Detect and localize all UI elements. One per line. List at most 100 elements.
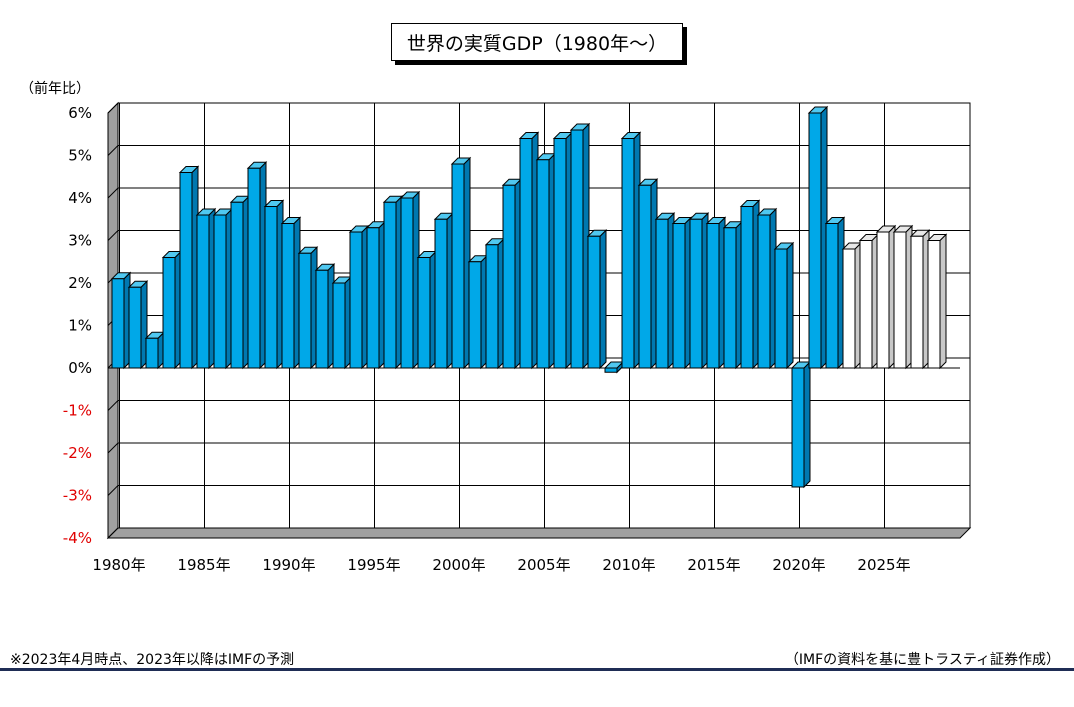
bar bbox=[110, 271, 132, 370]
bar-face bbox=[706, 223, 720, 369]
bar bbox=[263, 199, 285, 370]
bar-face bbox=[485, 244, 499, 369]
bar-face bbox=[315, 269, 329, 369]
bar-face bbox=[927, 240, 941, 369]
bar bbox=[399, 190, 421, 370]
y-tick-label: 4% bbox=[68, 189, 92, 207]
bar bbox=[382, 195, 404, 370]
bar-face bbox=[774, 248, 788, 369]
bar bbox=[297, 246, 319, 370]
bar bbox=[161, 250, 183, 370]
bar-face bbox=[111, 278, 125, 369]
bar bbox=[790, 360, 812, 489]
bar bbox=[586, 229, 608, 370]
bar bbox=[807, 105, 829, 370]
bar bbox=[450, 156, 472, 370]
bar-face bbox=[859, 240, 873, 369]
x-tick-label: 2020年 bbox=[772, 556, 825, 574]
x-tick-label: 2015年 bbox=[687, 556, 740, 574]
x-tick-label: 1980年 bbox=[92, 556, 145, 574]
bar bbox=[756, 207, 778, 370]
bar-face bbox=[298, 252, 312, 369]
bar bbox=[552, 131, 574, 370]
bar bbox=[484, 237, 506, 370]
y-tick-label: 0% bbox=[68, 359, 92, 377]
y-tick-label: -3% bbox=[63, 487, 92, 505]
bar-face bbox=[264, 206, 278, 369]
bar-face bbox=[876, 231, 890, 369]
bar-face bbox=[417, 257, 431, 369]
wall-gridline bbox=[107, 400, 119, 411]
bar-face bbox=[519, 138, 533, 369]
y-tick-label: 3% bbox=[68, 232, 92, 250]
bar-face bbox=[366, 227, 380, 369]
bar-face bbox=[162, 257, 176, 369]
bar-side bbox=[939, 233, 947, 370]
bar-face bbox=[383, 201, 397, 369]
bar-face bbox=[553, 138, 567, 369]
bar-face bbox=[400, 197, 414, 369]
bar bbox=[671, 216, 693, 370]
bar-face bbox=[502, 184, 516, 369]
bar-face bbox=[451, 163, 465, 369]
bar-face bbox=[128, 286, 142, 369]
bar-face bbox=[825, 223, 839, 369]
x-tick-label: 2000年 bbox=[432, 556, 485, 574]
y-tick-label: 1% bbox=[68, 317, 92, 335]
bar-face bbox=[230, 201, 244, 369]
bar-side bbox=[803, 360, 811, 489]
bar-face bbox=[587, 235, 601, 369]
wall-gridline bbox=[107, 442, 119, 454]
x-tick-label: 2025年 bbox=[857, 556, 910, 574]
bar-side bbox=[786, 241, 794, 370]
x-tick-label: 2005年 bbox=[517, 556, 570, 574]
x-tick-label: 2010年 bbox=[602, 556, 655, 574]
bar-face bbox=[434, 218, 448, 369]
chart-title: 世界の実質GDP（1980年～） bbox=[391, 23, 683, 61]
bar bbox=[824, 216, 846, 370]
bar bbox=[178, 165, 200, 370]
x-tick-labels: 1980年 1985年 1990年 1995年 2000年 2005年 2010年 2015年… bbox=[92, 556, 910, 574]
bar-face bbox=[893, 231, 907, 369]
bar bbox=[637, 178, 659, 370]
bar bbox=[348, 224, 370, 370]
bar bbox=[144, 331, 166, 370]
bar-face bbox=[349, 231, 363, 369]
bottom-rule bbox=[0, 668, 1074, 671]
x-tick-label: 1995年 bbox=[347, 556, 400, 574]
bar-face bbox=[332, 282, 346, 369]
y-tick-label: -4% bbox=[63, 529, 92, 547]
bar bbox=[246, 161, 268, 370]
bar bbox=[926, 233, 948, 370]
bar-face bbox=[604, 367, 618, 373]
bar-face bbox=[808, 112, 822, 369]
y-tick-label: -2% bbox=[63, 444, 92, 462]
bar-face bbox=[842, 248, 856, 369]
wall-gridline bbox=[107, 230, 119, 241]
bar-face bbox=[757, 214, 771, 369]
bar-face bbox=[281, 223, 295, 369]
bar bbox=[892, 224, 914, 370]
bar bbox=[314, 263, 336, 370]
bar bbox=[620, 131, 642, 370]
bar bbox=[739, 199, 761, 370]
bar-face bbox=[621, 138, 635, 369]
bar bbox=[858, 233, 880, 370]
bar-face bbox=[468, 261, 482, 369]
bar-face bbox=[179, 172, 193, 369]
bar-face bbox=[536, 159, 550, 369]
footnote: ※2023年4月時点、2023年以降はIMFの予測 bbox=[10, 652, 295, 668]
y-axis-label: （前年比） bbox=[20, 81, 90, 97]
bar bbox=[722, 220, 744, 370]
bar-face bbox=[655, 218, 669, 369]
bar bbox=[229, 195, 251, 370]
y-tick-label: 2% bbox=[68, 274, 92, 292]
bar bbox=[773, 241, 795, 370]
bar bbox=[331, 275, 353, 370]
bar-face bbox=[791, 367, 805, 488]
bar bbox=[416, 250, 438, 370]
bar bbox=[195, 207, 217, 370]
bar-face bbox=[247, 167, 261, 369]
bar-face bbox=[213, 214, 227, 369]
